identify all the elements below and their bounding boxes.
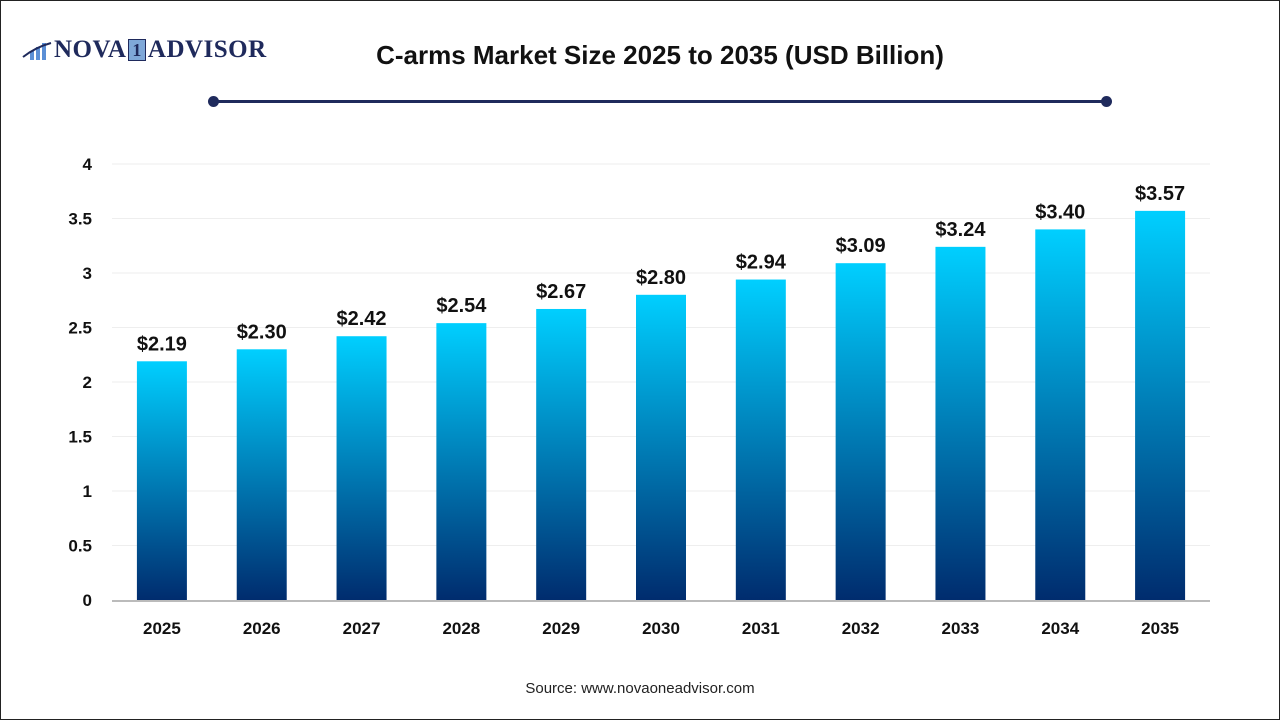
data-label: $3.24 [935,219,986,241]
logo-bars-icon [22,42,52,60]
logo: NOVA 1 ADVISOR [22,36,267,64]
x-tick-label: 2028 [442,619,480,638]
bar-2035 [1135,210,1186,600]
data-label: $3.09 [836,235,886,257]
bar-2033 [935,246,986,600]
x-tick-label: 2035 [1141,619,1179,638]
divider-dot-right [1101,96,1112,107]
bar-2026 [236,349,287,600]
y-tick-label: 0 [83,591,92,610]
y-tick-label: 1.5 [68,428,92,447]
bar-2031 [735,279,786,600]
y-tick-label: 0.5 [68,537,92,556]
bar-2028 [436,323,487,600]
data-label: $3.40 [1035,201,1085,223]
x-tick-label: 2034 [1041,619,1079,638]
bar-2025 [136,361,187,600]
x-tick-label: 2030 [642,619,680,638]
y-tick-label: 2.5 [68,319,92,338]
y-tick-label: 3.5 [68,210,92,229]
x-tick-label: 2033 [942,619,980,638]
data-label: $2.94 [736,252,787,274]
x-tick-label: 2032 [842,619,880,638]
chart-title: C-arms Market Size 2025 to 2035 (USD Bil… [376,40,944,70]
bar-2027 [336,336,387,600]
divider-dot-left [208,96,219,107]
data-label: $2.42 [337,308,387,330]
data-label: $2.80 [636,267,686,289]
data-label: $2.54 [436,295,487,317]
y-tick-label: 3 [83,264,92,283]
data-label: $2.67 [536,281,586,303]
data-label: $3.57 [1135,183,1185,205]
x-tick-label: 2031 [742,619,780,638]
x-tick-label: 2026 [243,619,281,638]
x-tick-label: 2025 [143,619,181,638]
bar-2029 [536,308,587,600]
bar-2030 [636,294,686,600]
y-tick-label: 1 [83,482,92,501]
data-label: $2.19 [137,333,187,355]
x-tick-label: 2029 [542,619,580,638]
x-tick-label: 2027 [343,619,381,638]
title-divider [213,100,1106,103]
bar-2034 [1035,229,1086,600]
y-tick-label: 2 [83,373,92,392]
source-note: Source: www.novaoneadvisor.com [525,680,755,697]
y-tick-label: 4 [83,155,93,174]
data-label: $2.30 [237,321,287,343]
bar-2032 [835,263,886,600]
